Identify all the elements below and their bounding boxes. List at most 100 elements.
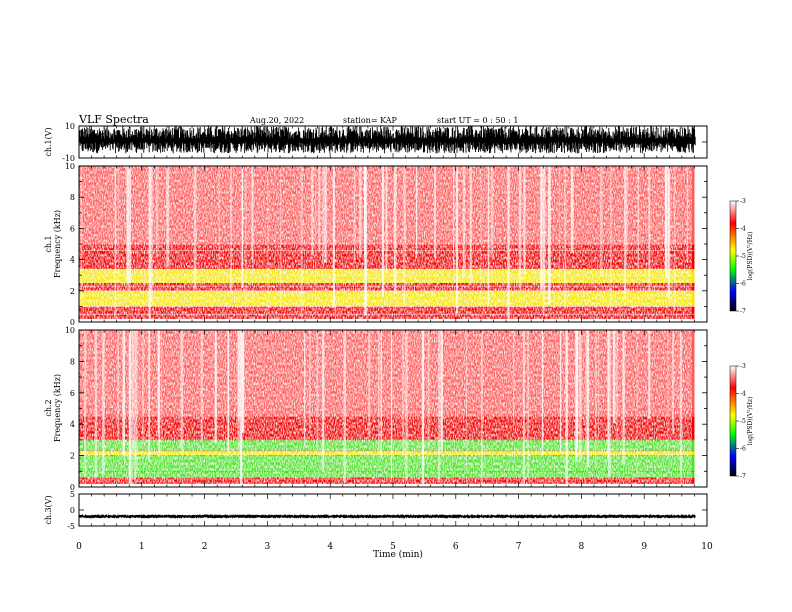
y-tick-label: 0 [70, 506, 75, 515]
impulse-streak [541, 330, 544, 456]
colorbar-tick-label: -7 [740, 308, 746, 315]
impulse-streak [608, 330, 611, 477]
impulse-streak [598, 330, 599, 440]
y-tick-label: 2 [70, 287, 75, 296]
impulse-streak [610, 166, 612, 310]
impulse-streak [579, 330, 582, 462]
impulse-streak [230, 166, 232, 295]
y-ticks: 5 0 -5 [67, 490, 707, 531]
impulse-streak [378, 330, 380, 453]
colorbar-tick-label: -5 [740, 418, 746, 425]
impulse-streak [118, 166, 119, 302]
impulse-streak [142, 330, 145, 444]
x-tick-label: 2 [202, 542, 208, 552]
impulse-streak [368, 330, 371, 437]
colorbar-label-text: log(PSD)(V²/Hz) [747, 397, 754, 446]
impulse-streak [332, 166, 335, 308]
impulse-streak [665, 166, 668, 279]
impulse-streak [522, 330, 525, 486]
x-tick-label: 6 [453, 542, 459, 552]
impulse-streak [218, 166, 220, 272]
colorbar-label: log(PSD)(V²/Hz) [747, 397, 754, 446]
y-tick-label: 10 [65, 162, 75, 171]
impulse-streak [321, 330, 325, 473]
y-axis-label-text: Frequency (kHz) [53, 374, 62, 442]
y-tick-label: 5 [70, 490, 75, 499]
x-tick-label: 4 [327, 542, 333, 552]
panel-waveform-ch3: 50-5 ch.3(V) 0 1 2 3 4 5 6 7 8 9 10 Time (min) [44, 126, 713, 560]
y-tick-label: -5 [67, 522, 75, 531]
impulse-streak [585, 330, 588, 452]
panel-spectrogram-ch1: 0 2 4 6 8 10 ch.1 Frequency (kHz) -3 -4 -5 -6 -7 … [44, 162, 754, 327]
impulse-streak [314, 166, 316, 315]
y-ticks: 10 -10 [62, 122, 707, 163]
colorbar-ticks: -3 -4 -5 -6 -7 [736, 198, 746, 315]
impulse-streak [237, 330, 240, 422]
impulse-streak [132, 330, 135, 452]
impulse-streak [124, 330, 126, 465]
impulse-streak [251, 166, 254, 276]
colorbar-gradient [729, 200, 737, 312]
impulse-streak [594, 330, 597, 464]
impulse-streak [523, 166, 526, 275]
impulse-streak [549, 166, 551, 282]
impulse-streak [80, 166, 82, 303]
impulse-streak [455, 166, 459, 314]
impulse-streak [513, 330, 515, 426]
impulse-streak [427, 330, 430, 448]
impulse-streak [160, 330, 162, 462]
spectrogram-ch2-streaks [84, 330, 683, 487]
impulse-streak [241, 330, 245, 433]
colorbar-ch1: -3 -4 -5 -6 -7 log(PSD)(V²/Hz) [729, 198, 754, 315]
impulse-streak [586, 330, 590, 467]
impulse-streak [131, 330, 133, 485]
colorbar-tick-label: -5 [740, 253, 746, 260]
impulse-streak [364, 166, 367, 316]
impulse-streak [480, 166, 482, 306]
impulse-streak [353, 166, 356, 264]
impulse-streak [385, 166, 388, 274]
panel-spectrogram-ch2: 0 2 4 6 8 10 ch.2 Frequency (kHz) -3 -4 -5 -6 -7 … [44, 326, 754, 492]
y-tick-label: 0 [70, 483, 75, 492]
y-axis-label: ch.3(V) [44, 495, 53, 524]
impulse-streak [393, 166, 397, 294]
impulse-streak [648, 330, 651, 419]
impulse-streak [324, 166, 327, 263]
x-tick-label: 7 [516, 542, 522, 552]
impulse-streak [637, 166, 639, 269]
impulse-streak [469, 166, 472, 283]
impulse-streak [607, 330, 609, 460]
impulse-streak [570, 166, 574, 253]
spectrogram-ch1-streaks [80, 166, 688, 321]
y-tick-label: 0 [70, 318, 75, 327]
y-axis-label: Frequency (kHz) [53, 374, 62, 442]
colorbar-label-text: log(PSD)(V²/Hz) [747, 232, 754, 281]
impulse-streak [507, 166, 510, 321]
impulse-streak [600, 166, 603, 277]
x-tick-label: 5 [390, 542, 396, 552]
impulse-streak [453, 166, 455, 270]
impulse-streak [280, 166, 282, 310]
y-tick-label: 10 [65, 122, 75, 131]
impulse-streak [304, 330, 306, 448]
impulse-streak [157, 330, 160, 434]
y-ticks: 0 2 4 6 8 10 [65, 162, 707, 327]
impulse-streak [607, 330, 609, 458]
impulse-streak [415, 166, 418, 259]
colorbar-ch2: -3 -4 -5 -6 -7 log(PSD)(V²/Hz) [729, 363, 754, 480]
x-tick-label: 9 [641, 542, 647, 552]
x-ticks: 0 1 2 3 4 5 6 7 8 9 10 [76, 126, 713, 552]
panel-waveform-ch1: 10 -10 ch.1(V) [44, 122, 708, 163]
impulse-streak [564, 166, 567, 309]
y-tick-label: 10 [65, 326, 75, 335]
y-tick-label: 8 [70, 193, 75, 202]
colorbar-label: log(PSD)(V²/Hz) [747, 232, 754, 281]
x-tick-label: 8 [579, 542, 585, 552]
impulse-streak [168, 166, 170, 267]
impulse-streak [421, 330, 425, 486]
y-axis-label: ch.1 [44, 235, 53, 252]
y-axis-label-text: Frequency (kHz) [53, 210, 62, 278]
impulse-streak [148, 166, 151, 319]
y-axis-label-text: ch.1 [44, 235, 53, 252]
impulse-streak [193, 166, 197, 290]
